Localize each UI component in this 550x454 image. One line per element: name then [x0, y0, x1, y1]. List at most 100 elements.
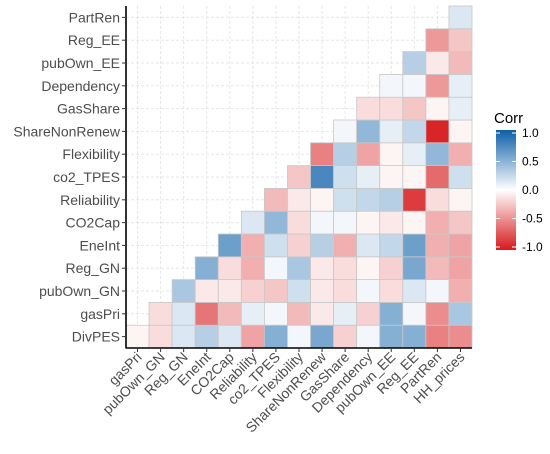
heatmap-cell-ShareNonRenew-HH_prices: [448, 119, 473, 144]
heatmap-cell-Dependency-pubOwn_EE: [379, 74, 404, 98]
y-tick-label: EneInt: [80, 237, 121, 253]
heatmap-cell-GasShare-Dependency: [356, 96, 381, 121]
heatmap-cell-Reliability-co2_TPES: [263, 187, 288, 212]
heatmap-cell-pubOwn_EE-PartRen: [425, 51, 450, 75]
heatmap-cell-ShareNonRenew-PartRen: [425, 119, 450, 144]
heatmap-cell-pubOwn_GN-pubOwn_EE: [379, 279, 404, 303]
heatmap-cell-pubOwn_GN-EneInt: [194, 279, 219, 303]
heatmap-cell-Reg_GN-Reg_EE: [402, 256, 427, 280]
heatmap-cell-ShareNonRenew-Reg_EE: [402, 119, 427, 144]
heatmap-cell-DivPES-pubOwn_GN: [148, 324, 173, 349]
legend-tick-label: 0.0: [522, 183, 539, 197]
heatmap-cell-ShareNonRenew-GasShare: [333, 119, 358, 144]
heatmap-cell-pubOwn_GN-Reg_GN: [171, 279, 196, 303]
legend-tick-label: -0.5: [522, 212, 543, 226]
heatmap-cell-DivPES-EneInt: [194, 324, 219, 349]
heatmap-cell-EneInt-co2_TPES: [263, 233, 288, 258]
heatmap-cell-Flexibility-HH_prices: [448, 142, 473, 167]
x-axis-labels: gasPripubOwn_GNReg_GNEneIntCO2CapReliabi…: [99, 348, 468, 436]
heatmap-cell-co2_TPES-Reg_EE: [402, 165, 427, 189]
heatmap-cell-DivPES-PartRen: [425, 324, 450, 349]
heatmap-cell-DivPES-pubOwn_EE: [379, 324, 404, 349]
heatmap-cell-Reg_GN-CO2Cap: [217, 256, 242, 280]
heatmap-cell-DivPES-gasPri: [125, 324, 150, 349]
heatmap-cell-pubOwn_EE-Reg_EE: [402, 51, 427, 75]
heatmap-cell-Dependency-PartRen: [425, 74, 450, 98]
heatmap-cell-co2_TPES-pubOwn_EE: [379, 165, 404, 189]
heatmap-cell-Reliability-Dependency: [356, 187, 381, 212]
heatmap-cell-DivPES-Reliability: [240, 324, 265, 349]
heatmap-cell-Reg_EE-PartRen: [425, 28, 450, 52]
heatmap-cell-Reliability-ShareNonRenew: [310, 187, 334, 212]
y-tick-label: Dependency: [41, 78, 120, 94]
heatmap-cell-co2_TPES-GasShare: [333, 165, 358, 189]
heatmap-cell-Flexibility-Reg_EE: [402, 142, 427, 167]
heatmap-cell-Reg_GN-pubOwn_EE: [379, 256, 404, 280]
heatmap-cell-pubOwn_GN-ShareNonRenew: [310, 279, 334, 303]
heatmap-cell-EneInt-Reg_EE: [402, 233, 427, 258]
heatmap-cell-CO2Cap-Reliability: [240, 210, 265, 235]
heatmap-cell-DivPES-CO2Cap: [217, 324, 242, 349]
heatmap-cell-EneInt-GasShare: [333, 233, 358, 258]
y-tick-label: gasPri: [80, 306, 120, 322]
heatmap-cell-CO2Cap-co2_TPES: [263, 210, 288, 235]
heatmap-cell-pubOwn_GN-Reliability: [240, 279, 265, 303]
heatmap-cell-EneInt-ShareNonRenew: [310, 233, 334, 258]
y-tick-label: Reg_EE: [68, 32, 120, 48]
heatmap-cell-co2_TPES-Dependency: [356, 165, 381, 189]
heatmap-cell-gasPri-CO2Cap: [217, 301, 242, 326]
heatmap-cell-gasPri-Flexibility: [287, 301, 311, 326]
heatmap-cell-Flexibility-PartRen: [425, 142, 450, 167]
heatmap-cell-pubOwn_GN-CO2Cap: [217, 279, 242, 303]
heatmap-cell-Reg_GN-ShareNonRenew: [310, 256, 334, 280]
heatmap-cell-pubOwn_GN-Flexibility: [287, 279, 311, 303]
heatmap-cell-pubOwn_GN-Dependency: [356, 279, 381, 303]
heatmap-cell-EneInt-Dependency: [356, 233, 381, 258]
heatmap-cell-DivPES-HH_prices: [448, 324, 473, 349]
heatmap-cell-pubOwn_GN-GasShare: [333, 279, 358, 303]
heatmap-cell-gasPri-Reg_EE: [402, 301, 427, 326]
heatmap-cell-Reliability-Reg_EE: [402, 187, 427, 212]
y-axis-labels: DivPES gasPri pubOwn_GN Reg_GN EneInt CO2Cap R…: [13, 9, 126, 345]
heatmap-cell-CO2Cap-pubOwn_EE: [379, 210, 404, 235]
heatmap-cell-ShareNonRenew-pubOwn_EE: [379, 119, 404, 144]
heatmap-cell-CO2Cap-PartRen: [425, 210, 450, 235]
y-tick-label: co2_TPES: [53, 169, 120, 185]
heatmap-cell-DivPES-ShareNonRenew: [310, 324, 334, 349]
heatmap-cell-DivPES-Flexibility: [287, 324, 311, 349]
heatmap-cell-Reg_GN-Reliability: [240, 256, 265, 280]
heatmap-cell-co2_TPES-HH_prices: [448, 165, 473, 189]
legend-title: Corr: [494, 110, 523, 127]
heatmap-cell-Reliability-GasShare: [333, 187, 358, 212]
heatmap-cell-GasShare-Reg_EE: [402, 96, 427, 121]
heatmap-cell-gasPri-Dependency: [356, 301, 381, 326]
y-tick-label: Reg_GN: [66, 260, 120, 276]
heatmap-cell-gasPri-ShareNonRenew: [310, 301, 334, 326]
heatmap-cell-pubOwn_GN-co2_TPES: [263, 279, 288, 303]
y-tick-label: pubOwn_EE: [41, 55, 120, 71]
heatmap-cell-Reg_GN-co2_TPES: [263, 256, 288, 280]
heatmap-cell-Reliability-pubOwn_EE: [379, 187, 404, 212]
heatmap-cell-EneInt-HH_prices: [448, 233, 473, 258]
heatmap-cell-CO2Cap-Reg_EE: [402, 210, 427, 235]
legend: Corr 1.0 0.5 0.0 -0.5 -1.0: [494, 110, 543, 254]
heatmap-cell-CO2Cap-HH_prices: [448, 210, 473, 235]
heatmap-cell-EneInt-Flexibility: [287, 233, 311, 258]
heatmap-cell-Reg_EE-HH_prices: [448, 28, 473, 52]
heatmap-cell-Reliability-PartRen: [425, 187, 450, 212]
heatmap-cell-Flexibility-GasShare: [333, 142, 358, 167]
y-tick-label: PartRen: [69, 9, 120, 25]
heatmap-cell-Reg_GN-HH_prices: [448, 256, 473, 280]
heatmap-cell-gasPri-HH_prices: [448, 301, 473, 326]
legend-colorbar: [496, 130, 516, 250]
heatmap-cell-DivPES-Dependency: [356, 324, 381, 349]
heatmap-cell-gasPri-PartRen: [425, 301, 450, 326]
heatmap-cell-Reg_GN-GasShare: [333, 256, 358, 280]
heatmap-cell-GasShare-HH_prices: [448, 96, 473, 121]
heatmap-cells: [125, 5, 473, 349]
heatmap-cell-EneInt-PartRen: [425, 233, 450, 258]
heatmap-cell-DivPES-Reg_GN: [171, 324, 196, 349]
heatmap-cell-Flexibility-ShareNonRenew: [310, 142, 334, 167]
heatmap-cell-EneInt-pubOwn_EE: [379, 233, 404, 258]
